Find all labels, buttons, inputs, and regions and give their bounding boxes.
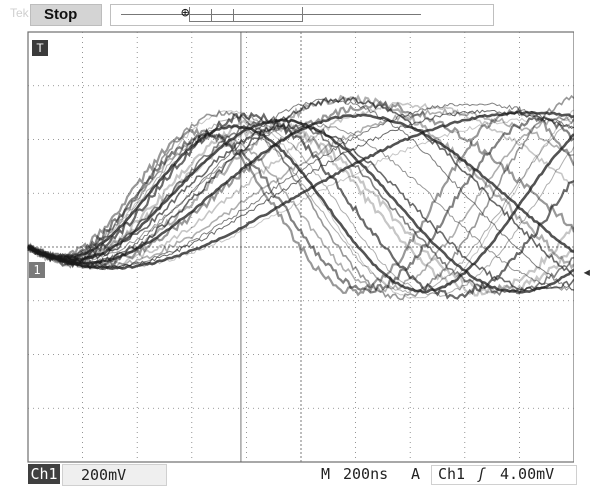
- trigger-level: 4.00mV: [500, 465, 555, 483]
- waveform-trace: [27, 110, 574, 271]
- waveform-trace: [27, 113, 574, 266]
- volts-per-div-value: 200mV: [81, 466, 127, 484]
- trigger-level-arrow-icon: ◂: [582, 262, 592, 281]
- channel-ground-marker: 1: [29, 262, 45, 278]
- waveform-trace: [27, 111, 574, 300]
- trigger-icon: T: [32, 40, 48, 56]
- waveform-trace: [27, 118, 574, 294]
- waveform-trace: [27, 105, 574, 297]
- trigger-source: Ch1: [438, 465, 466, 483]
- record-tick: [211, 9, 212, 21]
- volts-per-div: 200mV: [62, 464, 167, 486]
- waveform-trace: [27, 124, 574, 294]
- acquisition-status: Stop: [30, 4, 102, 26]
- brand-label: Tek: [10, 6, 29, 20]
- trigger-position-icon: ⊕: [181, 5, 190, 21]
- waveform-display: T 1 ◂: [24, 28, 592, 465]
- waveform-trace: [27, 121, 574, 295]
- waveform-trace: [27, 96, 574, 278]
- status-label: Stop: [44, 6, 78, 23]
- graticule: [26, 31, 574, 463]
- waveform-trace: [27, 101, 574, 270]
- readout-bar: Ch1 200mV M 200ns A Ch1 ʃ 4.00mV: [0, 463, 597, 490]
- trigger-slope-icon: ʃ: [477, 465, 487, 483]
- record-track: [121, 14, 421, 15]
- record-window: [189, 7, 303, 22]
- time-label: M: [321, 465, 331, 483]
- time-readout: M 200ns A: [316, 463, 596, 485]
- time-per-div: 200ns: [343, 465, 389, 483]
- record-tick: [233, 9, 234, 21]
- trigger-mode: A: [411, 465, 421, 483]
- waveform-trace: [26, 115, 574, 294]
- record-view: ⊕: [110, 4, 494, 26]
- channel-badge: Ch1: [28, 464, 60, 484]
- trigger-readout: Ch1 ʃ 4.00mV: [431, 465, 577, 485]
- status-bar: Tek Stop ⊕: [0, 0, 597, 28]
- waveform-trace: [27, 122, 574, 292]
- waveform-trace: [27, 117, 574, 294]
- waveform-trace: [27, 109, 574, 299]
